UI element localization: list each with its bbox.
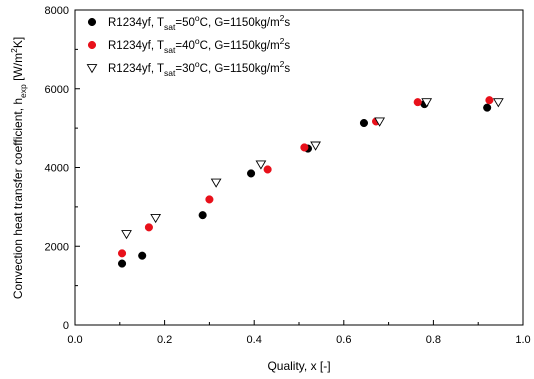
data-point-series-3: [121, 230, 132, 240]
y-tick-label: 8000: [45, 5, 69, 17]
data-point-series-2: [144, 223, 153, 232]
legend-label-part: R1234yf, T: [108, 17, 164, 29]
legend-label-part: sat: [164, 45, 176, 55]
y-axis-title: Convection heat transfer coefficient, he…: [9, 37, 28, 299]
plot-frame: [74, 9, 524, 326]
data-point-series-2: [263, 165, 272, 174]
data-point-series-2: [117, 249, 127, 258]
legend-label-part: sat: [164, 68, 176, 78]
data-point-series-2: [485, 96, 494, 105]
data-point-series-2: [205, 195, 214, 204]
x-tick-label: 1.0: [515, 334, 530, 346]
legend-label-part: 2: [280, 13, 285, 23]
legend-label-part: o: [195, 59, 200, 69]
x-tick-label: 0.6: [336, 334, 351, 346]
legend-label-part: =50: [175, 17, 195, 29]
data-point-series-1: [359, 118, 369, 128]
data-point-series-3: [150, 213, 162, 224]
x-tick-label: 0.2: [157, 334, 172, 346]
data-point-series-3: [492, 98, 504, 108]
legend-label-part: o: [195, 36, 200, 46]
data-point-series-3: [210, 178, 222, 188]
legend-marker-series-2: [87, 40, 97, 50]
legend-marker-series-3: [86, 64, 98, 74]
y-axis-title-unit-open: [W/m: [11, 53, 25, 84]
y-axis-title-unit-superscript: 2: [9, 48, 19, 53]
x-tick-label: 0.0: [67, 334, 82, 346]
data-point-series-2: [300, 143, 309, 152]
y-axis-title-main: Convection heat transfer coefficient, h: [11, 98, 25, 299]
legend-label-part: s: [284, 40, 290, 52]
legend-label-part: 2: [280, 36, 285, 46]
legend-label-part: R1234yf, T: [108, 63, 164, 75]
legend-label-part: C, G=1150kg/m: [200, 40, 280, 52]
data-point-series-1: [198, 211, 207, 220]
data-point-series-3: [310, 141, 321, 151]
axis-tick-labels: 0.0 0.2 0.4 0.6 0.8 1.0 0 2000 4000 6000 8000: [45, 5, 531, 346]
x-tick-label: 0.8: [426, 334, 441, 346]
legend-label-part: sat: [164, 22, 176, 32]
y-tick-label: 0: [63, 320, 69, 332]
x-tick-label: 0.4: [247, 334, 262, 346]
legend-label-series-2: R1234yf, Tsat=40oC, G=1150kg/m2s: [108, 36, 290, 55]
legend-label-series-3: R1234yf, Tsat=30oC, G=1150kg/m2s: [108, 59, 290, 78]
axis-ticks: [74, 9, 524, 326]
legend-label-part: 2: [280, 59, 285, 69]
legend-label-series-1: R1234yf, Tsat=50oC, G=1150kg/m2s: [108, 13, 290, 32]
y-axis-title-unit-close: K]: [11, 37, 25, 48]
x-axis-title: Quality, x [-]: [267, 359, 330, 373]
y-axis-title-subscript: exp: [18, 84, 28, 98]
legend-label-part: =30: [175, 63, 195, 75]
legend-label-part: o: [195, 13, 200, 23]
data-point-series-1: [483, 103, 492, 112]
data-point-series-1: [138, 251, 147, 260]
data-point-series-1: [247, 169, 256, 178]
y-tick-label: 2000: [45, 241, 69, 253]
legend-label-part: =40: [175, 40, 195, 52]
data-point-series-3: [255, 160, 267, 170]
legend: R1234yf, Tsat=50oC, G=1150kg/m2sR1234yf,…: [86, 13, 290, 78]
y-tick-label: 4000: [45, 163, 69, 175]
legend-label-part: R1234yf, T: [108, 40, 164, 52]
legend-label-part: C, G=1150kg/m: [200, 17, 280, 29]
legend-label-part: s: [284, 17, 290, 29]
data-points: [117, 96, 504, 268]
data-point-series-2: [413, 98, 422, 107]
y-tick-label: 6000: [45, 84, 69, 96]
data-point-series-3: [421, 98, 433, 108]
legend-label-part: C, G=1150kg/m: [200, 63, 280, 75]
legend-label-part: s: [284, 63, 290, 75]
data-point-series-3: [374, 117, 386, 127]
data-point-series-1: [117, 259, 127, 268]
legend-marker-series-1: [87, 17, 97, 27]
